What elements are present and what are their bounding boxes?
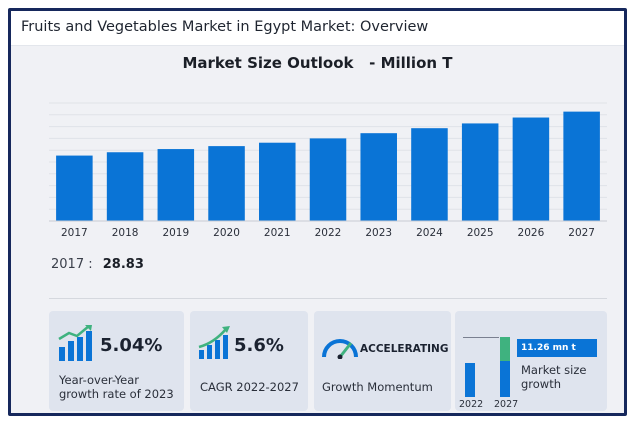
bar-2020[interactable] [208, 146, 245, 221]
selected-year: 2017 [51, 257, 85, 272]
bar-2022[interactable] [309, 138, 347, 221]
bar-chart-up-icon [58, 325, 92, 361]
bar-2019[interactable] [157, 149, 195, 221]
x-tick-label-2026: 2026 [518, 227, 545, 239]
header-bar: Fruits and Vegetables Market in Egypt Ma… [11, 11, 624, 46]
x-tick-label-2018: 2018 [112, 227, 139, 239]
growth-bar-2022 [465, 363, 475, 397]
yoy-label-line2: growth rate of 2023 [59, 387, 174, 401]
x-tick-label-2025: 2025 [467, 227, 494, 239]
chart-title: Market Size Outlook - Million T [182, 54, 453, 72]
bar-2027[interactable] [563, 111, 600, 221]
bar-2024[interactable] [411, 128, 448, 221]
bar-2026[interactable] [512, 117, 550, 221]
momentum-card: ACCELERATING Growth Momentum [314, 311, 451, 411]
x-tick-label-2020: 2020 [213, 227, 240, 239]
yoy-label-line1: Year-over-Year [59, 373, 140, 387]
market-size-chart: 2017 2018 2019 2020 2021 2022 2023 2024 2025 2026… [49, 102, 607, 239]
bar-2025[interactable] [461, 123, 499, 221]
x-tick-label-2024: 2024 [416, 227, 443, 239]
rising-bars-icon [198, 326, 230, 359]
growth-bar-increment [500, 337, 510, 361]
x-tick-label-2022: 2022 [315, 227, 342, 239]
momentum-value: ACCELERATING [360, 343, 449, 355]
gauge-icon [322, 339, 358, 359]
cagr-value: 5.6% [234, 335, 284, 356]
growth-label-line1: Market size [521, 363, 587, 377]
growth-year-end: 2027 [494, 399, 519, 410]
x-tick-label-2021: 2021 [264, 227, 291, 239]
growth-reference-line [463, 337, 499, 338]
bar-2018[interactable] [106, 152, 144, 221]
cagr-label: CAGR 2022-2027 [200, 380, 299, 394]
growth-label-line2: growth [521, 377, 562, 391]
x-tick-label-2027: 2027 [568, 227, 595, 239]
bar-2021[interactable] [259, 142, 296, 221]
overview-frame: Fruits and Vegetables Market in Egypt Ma… [8, 8, 627, 416]
growth-card: 11.26 mn t Market size growth 2022 2027 [455, 311, 607, 411]
x-tick-label-2023: 2023 [365, 227, 392, 239]
growth-year-start: 2022 [459, 399, 484, 410]
growth-bar-2027 [500, 361, 510, 397]
selected-value-readout: 2017 : 28.83 [51, 257, 144, 272]
growth-badge: 11.26 mn t [517, 339, 597, 357]
momentum-label: Growth Momentum [322, 380, 433, 394]
page-title: Fruits and Vegetables Market in Egypt Ma… [21, 19, 429, 35]
yoy-value: 5.04% [100, 335, 163, 356]
cagr-card: 5.6% CAGR 2022-2027 [190, 311, 308, 411]
selected-value: 28.83 [102, 257, 144, 272]
selected-separator: : [88, 257, 93, 272]
yoy-card: 5.04% Year-over-Year growth rate of 2023 [49, 311, 184, 411]
bar-2023[interactable] [360, 133, 397, 221]
divider [49, 298, 607, 299]
x-tick-label-2017: 2017 [61, 227, 88, 239]
x-tick-label-2019: 2019 [162, 227, 189, 239]
bar-2017[interactable] [56, 155, 93, 221]
